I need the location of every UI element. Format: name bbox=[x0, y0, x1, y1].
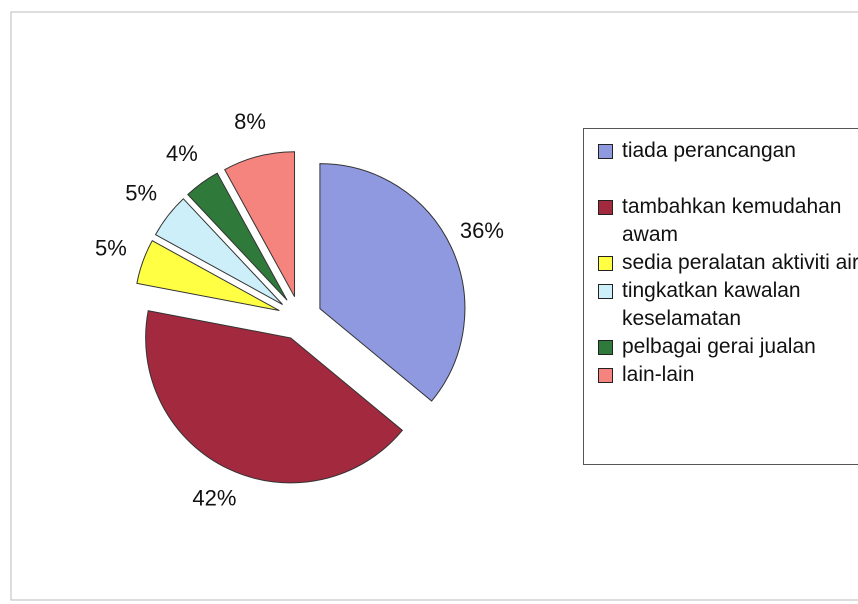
legend-label: tiada perancangan bbox=[622, 139, 796, 162]
pie-slice bbox=[187, 172, 288, 301]
legend-swatch bbox=[598, 256, 613, 271]
legend-entry: tambahkan kemudahan awam bbox=[596, 193, 858, 249]
data-label: 8% bbox=[234, 109, 266, 134]
data-label: 42% bbox=[192, 486, 236, 511]
legend-label: tambahkan kemudahan awam bbox=[622, 195, 842, 246]
pie-slice bbox=[136, 240, 280, 312]
pie-slice bbox=[145, 310, 404, 484]
legend-label: pelbagai gerai jualan bbox=[622, 335, 816, 358]
legend-label: tingkatkan kawalan keselamatan bbox=[622, 279, 801, 330]
legend-entry: tingkatkan kawalan keselamatan bbox=[596, 277, 858, 333]
legend-swatch bbox=[598, 340, 613, 355]
legend-entry: lain-lain bbox=[596, 361, 858, 389]
legend-swatch bbox=[598, 144, 613, 159]
data-label: 5% bbox=[95, 236, 127, 261]
data-label: 4% bbox=[166, 141, 198, 166]
pie-slice bbox=[223, 151, 296, 297]
pie-slice bbox=[319, 163, 466, 402]
legend-entry: sedia peralatan aktiviti air bbox=[596, 249, 858, 277]
data-label: 36% bbox=[460, 218, 504, 243]
data-label: 5% bbox=[125, 181, 157, 206]
legend-entry: pelbagai gerai jualan bbox=[596, 333, 858, 361]
legend-entry: tiada perancangan bbox=[596, 137, 858, 165]
legend-swatch bbox=[598, 368, 613, 383]
legend-label: sedia peralatan aktiviti air bbox=[622, 251, 858, 274]
legend-swatch bbox=[598, 200, 613, 215]
pie-slice bbox=[154, 198, 283, 305]
legend-label: lain-lain bbox=[622, 363, 695, 386]
legend: tiada perancangan tambahkan kemudahan awa… bbox=[583, 128, 858, 465]
frame bbox=[10, 11, 858, 601]
legend-swatch bbox=[598, 284, 613, 299]
